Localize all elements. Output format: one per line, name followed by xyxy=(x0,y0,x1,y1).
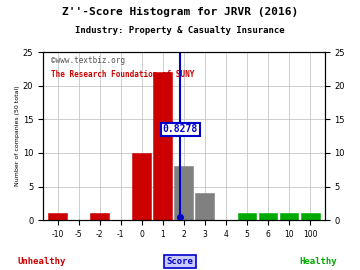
Text: The Research Foundation of SUNY: The Research Foundation of SUNY xyxy=(51,70,195,79)
Bar xyxy=(258,213,278,220)
Text: Z''-Score Histogram for JRVR (2016): Z''-Score Histogram for JRVR (2016) xyxy=(62,7,298,17)
Text: Industry: Property & Casualty Insurance: Industry: Property & Casualty Insurance xyxy=(75,26,285,35)
Bar xyxy=(280,213,298,220)
Y-axis label: Number of companies (50 total): Number of companies (50 total) xyxy=(15,86,20,187)
Bar xyxy=(301,213,320,220)
Text: ©www.textbiz.org: ©www.textbiz.org xyxy=(51,56,125,65)
Text: Unhealthy: Unhealthy xyxy=(17,257,66,266)
Bar xyxy=(153,72,172,220)
Bar xyxy=(195,193,214,220)
Bar xyxy=(48,213,67,220)
Bar xyxy=(238,213,256,220)
Text: Healthy: Healthy xyxy=(300,257,337,266)
Bar xyxy=(175,166,193,220)
Bar xyxy=(132,153,151,220)
Text: Score: Score xyxy=(167,257,193,266)
Text: 0.8278: 0.8278 xyxy=(163,124,198,134)
Bar xyxy=(90,213,109,220)
